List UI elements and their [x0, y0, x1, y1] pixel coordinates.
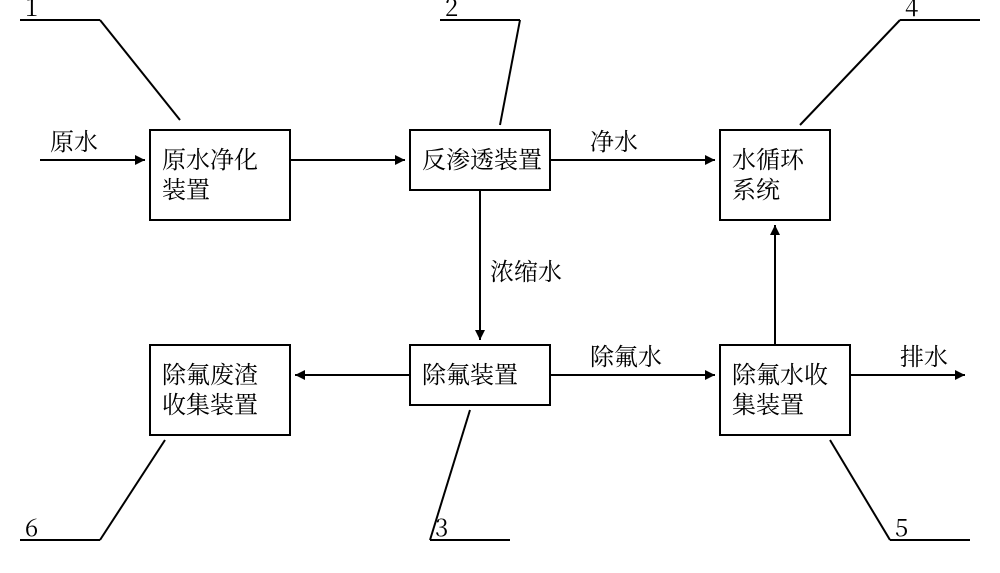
node-b2: 反渗透装置 — [410, 130, 550, 190]
edge-label-7: 排水 — [900, 337, 948, 372]
callout-6: 6 — [20, 440, 165, 543]
node-b1-label: 装置 — [162, 170, 210, 205]
node-b1: 原水净化装置 — [150, 130, 290, 220]
edge-label-3: 浓缩水 — [490, 252, 562, 287]
callout-5: 5 — [830, 440, 970, 543]
node-b4-label: 系统 — [732, 170, 780, 205]
edge-label-0: 原水 — [50, 122, 98, 157]
callout-number: 5 — [895, 508, 908, 543]
node-b3-label: 除氟装置 — [422, 355, 518, 390]
callout-number: 6 — [25, 508, 38, 543]
node-b3: 除氟装置 — [410, 345, 550, 405]
callout-number: 3 — [435, 508, 448, 543]
callout-1: 1 — [20, 0, 180, 120]
edge-label-2: 净水 — [590, 122, 638, 157]
callout-3: 3 — [430, 410, 510, 543]
node-b5: 除氟水收集装置 — [720, 345, 850, 435]
node-b2-label: 反渗透装置 — [422, 140, 542, 175]
node-b5-label: 集装置 — [732, 385, 804, 420]
node-b4: 水循环系统 — [720, 130, 830, 220]
callout-4: 4 — [800, 0, 980, 125]
callout-2: 2 — [440, 0, 520, 125]
node-b6: 除氟废渣收集装置 — [150, 345, 290, 435]
node-b6-label: 收集装置 — [162, 385, 258, 420]
edge-label-5: 除氟水 — [590, 337, 662, 372]
